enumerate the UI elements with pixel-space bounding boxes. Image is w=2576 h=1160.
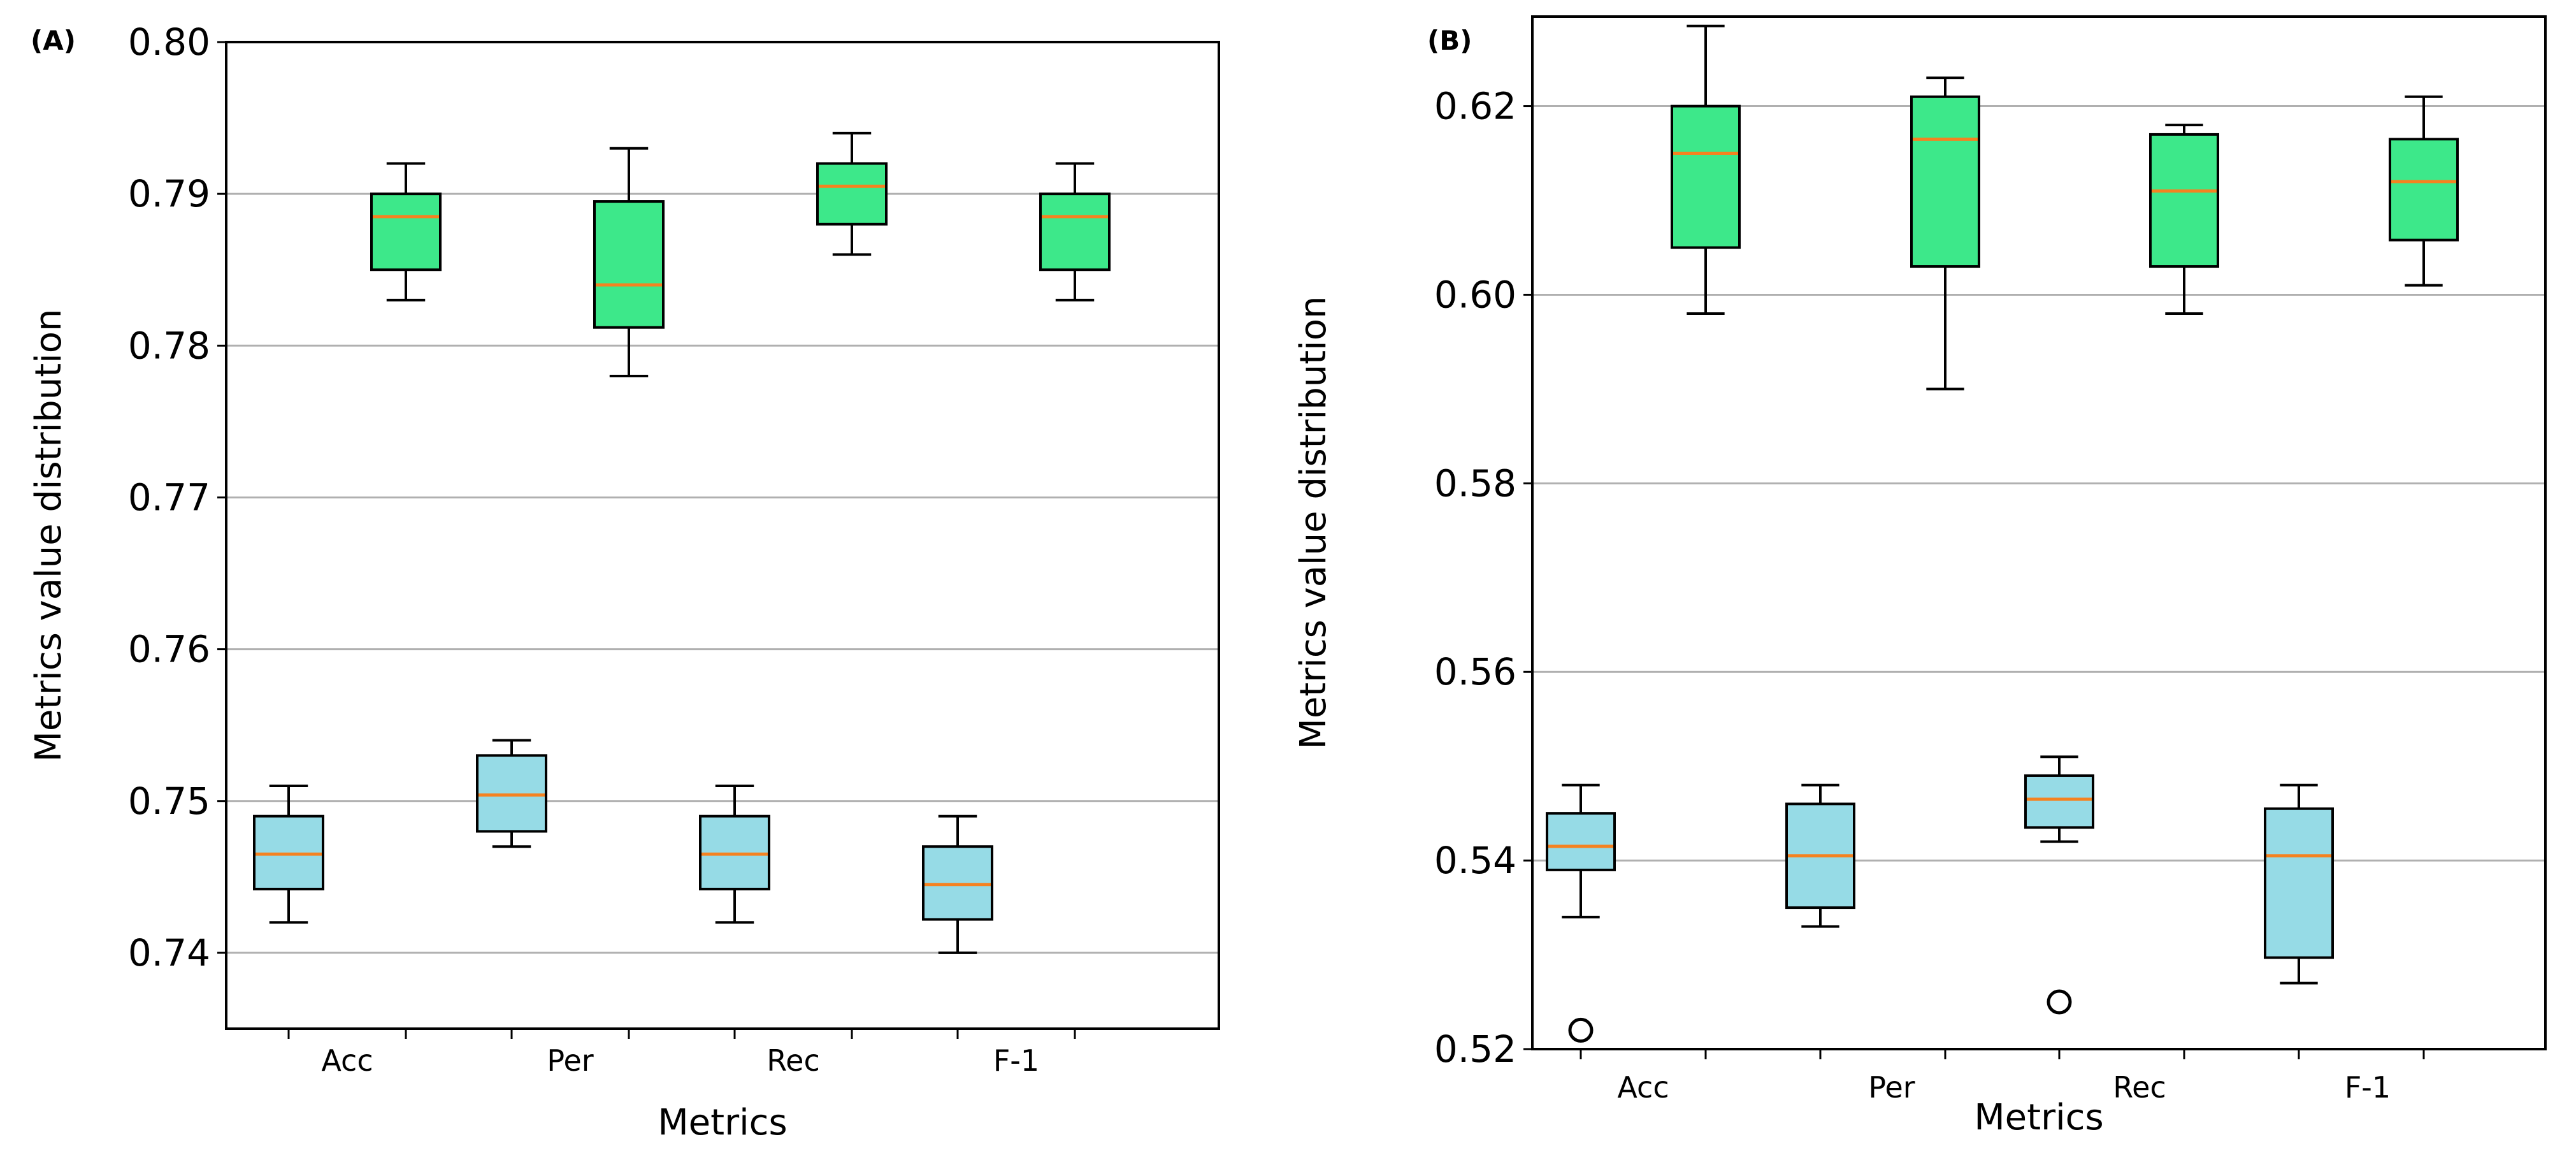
panel-a-y-axis-title: Metrics value distribution bbox=[28, 309, 69, 762]
box-iqr bbox=[2024, 774, 2094, 829]
box-upper-per bbox=[1910, 76, 1980, 391]
x-category-label: Acc bbox=[321, 1043, 373, 1078]
panel-b-boxes bbox=[1546, 24, 2459, 1043]
box-iqr bbox=[2389, 138, 2459, 242]
box-lower-rec bbox=[699, 784, 770, 924]
box-lower-per bbox=[476, 739, 547, 848]
y-tick-label: 0.52 bbox=[1434, 1027, 1516, 1071]
box-upper-rec bbox=[2149, 124, 2219, 315]
box-lower-acc bbox=[1546, 783, 1616, 1043]
y-tick-label: 0.76 bbox=[128, 628, 210, 671]
y-tick-label: 0.74 bbox=[128, 931, 210, 975]
y-tick-label: 0.54 bbox=[1434, 839, 1516, 882]
box-upper-rec bbox=[816, 131, 888, 256]
box-iqr bbox=[2149, 133, 2219, 268]
panel-b: (B) 0.62 0.60 0.58 0.56 0.54 0.52 Acc Per Rec F-… bbox=[1293, 15, 2547, 1138]
box-upper-acc bbox=[370, 162, 442, 301]
box-upper-per bbox=[593, 147, 665, 377]
box-iqr bbox=[370, 192, 442, 272]
y-tick-label: 0.77 bbox=[128, 475, 210, 519]
box-iqr bbox=[2264, 807, 2334, 959]
y-tick-label: 0.79 bbox=[128, 172, 210, 215]
panel-b-x-ticks: Acc Per Rec F-1 bbox=[1579, 1049, 2425, 1105]
x-category-label: Per bbox=[1868, 1070, 1915, 1105]
x-category-label: Acc bbox=[1617, 1070, 1669, 1105]
x-category-label: Rec bbox=[2113, 1070, 2166, 1105]
panel-b-label: (B) bbox=[1427, 25, 1472, 56]
y-tick-label: 0.80 bbox=[128, 20, 210, 64]
box-iqr bbox=[593, 200, 665, 329]
box-iqr bbox=[1671, 105, 1741, 249]
y-tick-label: 0.75 bbox=[128, 779, 210, 823]
box-lower-f-1 bbox=[922, 815, 993, 954]
y-tick-label: 0.58 bbox=[1434, 461, 1516, 505]
box-lower-rec bbox=[2024, 755, 2094, 1015]
y-tick-label: 0.78 bbox=[128, 324, 210, 367]
y-tick-label: 0.60 bbox=[1434, 273, 1516, 316]
panel-a-x-ticks: Acc Per Rec F-1 bbox=[287, 1029, 1076, 1078]
panel-b-gridlines bbox=[1532, 105, 2545, 1050]
panel-a-y-ticks: 0.80 0.79 0.78 0.77 0.76 0.75 0.74 bbox=[128, 20, 226, 975]
panel-b-y-axis-title: Metrics value distribution bbox=[1293, 296, 1334, 750]
box-lower-f-1 bbox=[2264, 783, 2334, 985]
x-category-label: Per bbox=[547, 1043, 593, 1078]
panel-b-plot-frame bbox=[1531, 15, 2547, 1050]
box-iqr bbox=[1910, 95, 1980, 268]
panel-a-label: (A) bbox=[31, 25, 76, 56]
box-upper-f-1 bbox=[1039, 162, 1111, 301]
x-category-label: F-1 bbox=[993, 1043, 1039, 1078]
box-iqr bbox=[1039, 192, 1111, 272]
box-lower-acc bbox=[253, 784, 324, 924]
panel-a-x-axis-title: Metrics bbox=[658, 1102, 787, 1143]
panel-a-boxes bbox=[253, 131, 1111, 954]
outlier-point bbox=[1568, 1017, 1594, 1043]
panel-a-plot-frame bbox=[225, 41, 1220, 1030]
box-lower-per bbox=[1785, 783, 1855, 928]
y-tick-label: 0.62 bbox=[1434, 85, 1516, 128]
panel-a: (A) 0.80 0.79 0.78 0.77 0.76 0.75 0.74 Acc Per R… bbox=[28, 20, 1220, 1143]
panel-b-x-axis-title: Metrics bbox=[1974, 1097, 2103, 1138]
box-upper-f-1 bbox=[2389, 95, 2459, 287]
box-iqr bbox=[816, 162, 888, 226]
box-iqr bbox=[1546, 812, 1616, 871]
x-category-label: Rec bbox=[766, 1043, 820, 1078]
y-tick-label: 0.56 bbox=[1434, 650, 1516, 693]
panel-b-y-ticks: 0.62 0.60 0.58 0.56 0.54 0.52 bbox=[1434, 85, 1532, 1071]
outlier-point bbox=[2047, 989, 2072, 1015]
box-upper-acc bbox=[1671, 24, 1741, 315]
x-category-label: F-1 bbox=[2345, 1070, 2391, 1105]
